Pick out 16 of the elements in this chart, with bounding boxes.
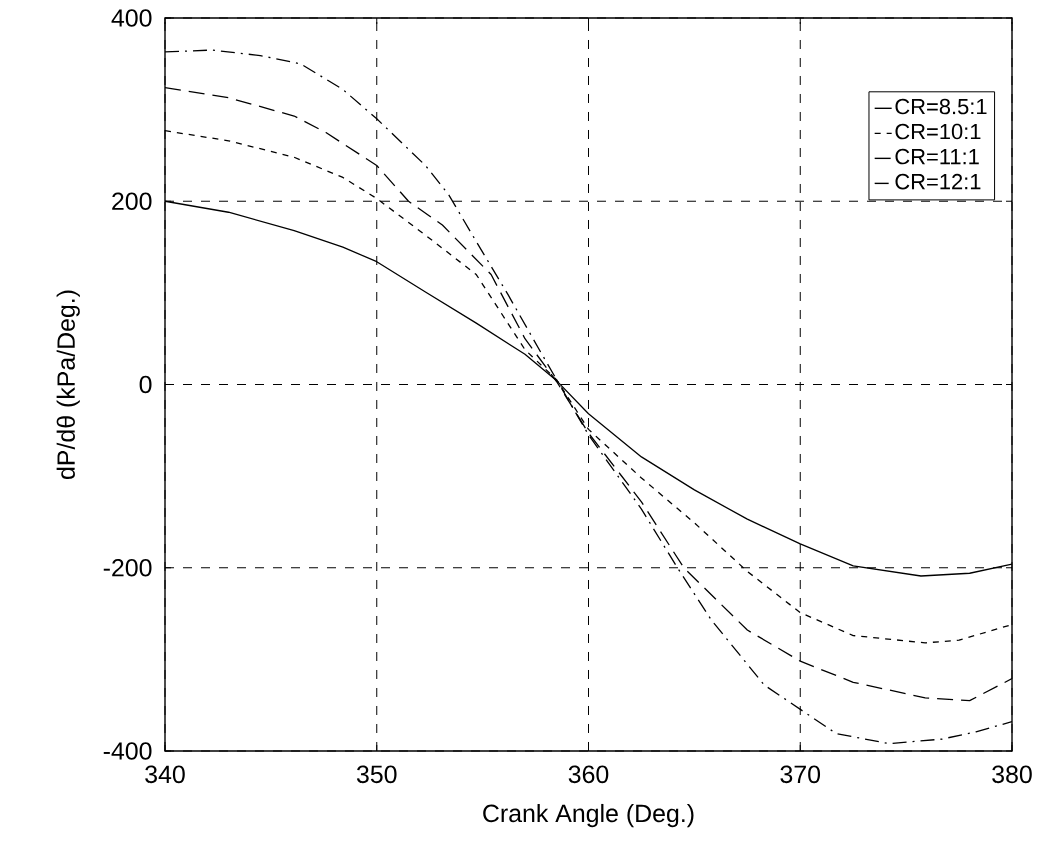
legend-label: CR=11:1 (895, 148, 979, 165)
x-tick-label: 370 (780, 765, 821, 784)
legend-label: CR=10:1 (895, 123, 981, 140)
y-tick-label: -400 (103, 742, 152, 760)
x-axis-title: Crank Angle (Deg.) (483, 803, 694, 828)
y-tick-label: 0 (139, 375, 152, 394)
x-tick-label: 380 (992, 765, 1032, 784)
x-tick-label: 340 (145, 765, 185, 784)
legend-label: CR=8.5:1 (895, 98, 987, 115)
x-tick-label: 360 (568, 765, 609, 784)
y-tick-label: 400 (111, 9, 152, 27)
y-tick-label: -200 (103, 558, 152, 577)
x-tick-label: 350 (356, 765, 397, 784)
y-tick-label: 200 (112, 192, 152, 211)
y-axis-title: dP/dθ (kPa/Deg.) (56, 290, 80, 479)
legend-label: CR=12:1 (895, 173, 981, 190)
